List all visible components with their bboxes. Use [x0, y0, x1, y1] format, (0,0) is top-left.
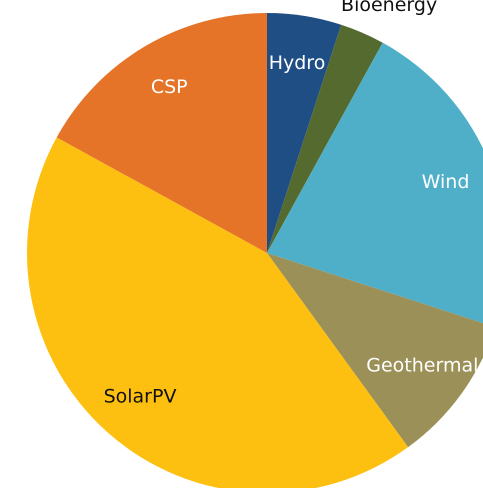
pie-slice: [267, 42, 483, 324]
slice-label: CSP: [151, 76, 188, 98]
pie-slice: [56, 13, 267, 253]
slice-label: Geothermal: [366, 354, 478, 376]
pie-slice: [267, 253, 483, 448]
slice-label: Hydro: [269, 52, 326, 74]
pie-slice: [267, 24, 383, 254]
slice-label: Wind: [422, 171, 470, 193]
pie-slice: [27, 137, 409, 488]
pie-slice: [267, 13, 342, 253]
slice-label: SolarPV: [104, 386, 177, 408]
slice-label: Bioenergy: [341, 0, 437, 16]
